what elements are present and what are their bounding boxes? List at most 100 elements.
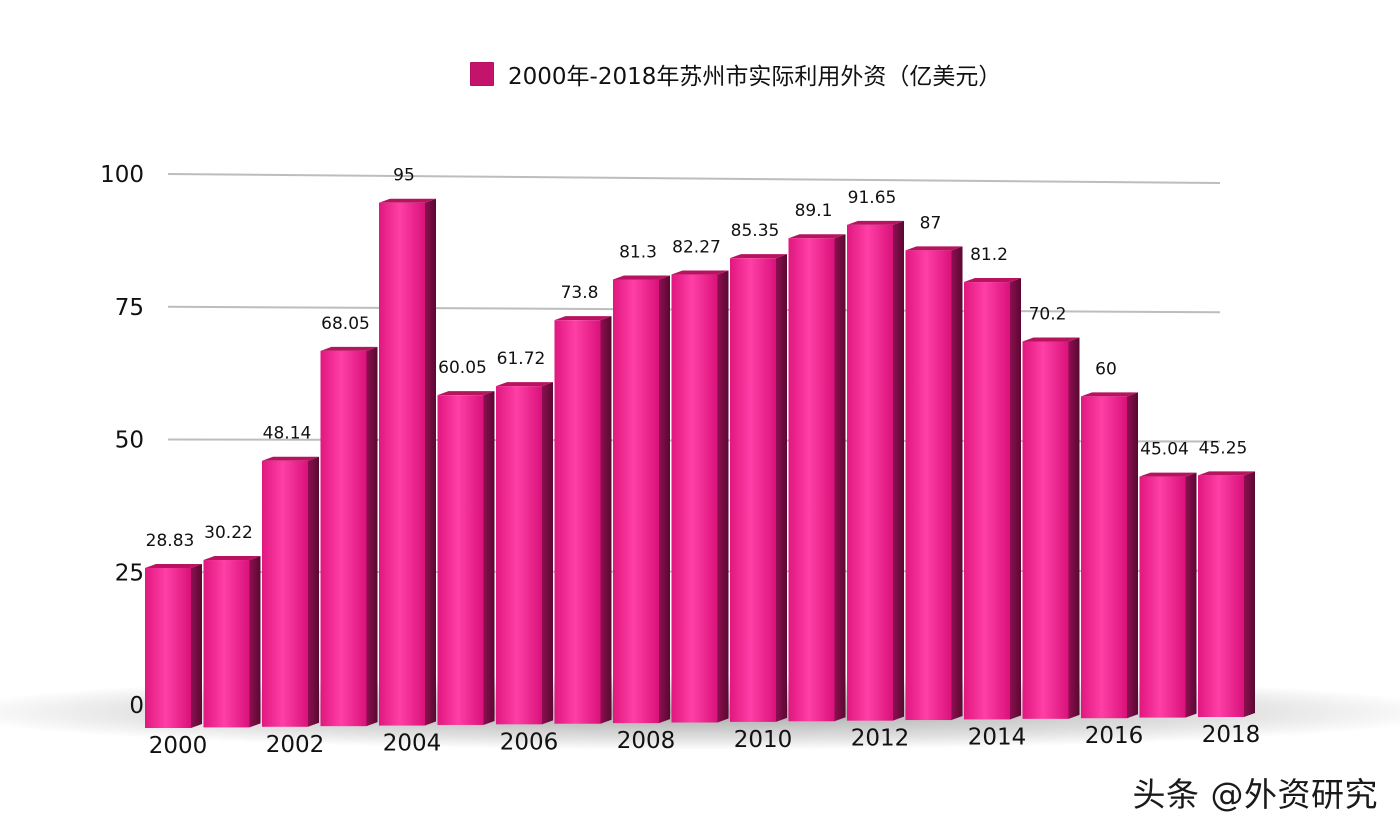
bar-side xyxy=(893,220,904,721)
bar-2002 xyxy=(262,456,319,727)
watermark: 头条 @外资研究 xyxy=(1132,775,1378,814)
x-tick-label: 2008 xyxy=(617,728,676,754)
bar-side xyxy=(1068,337,1080,719)
bar-2008 xyxy=(613,275,670,724)
data-label: 60.05 xyxy=(438,358,487,378)
x-tick-label: 2006 xyxy=(500,729,559,755)
bar-2009 xyxy=(671,270,729,723)
bar-2005 xyxy=(437,391,495,725)
data-label: 28.83 xyxy=(146,531,195,551)
bar-side xyxy=(308,456,319,727)
data-label: 95 xyxy=(393,166,415,186)
bar-2011 xyxy=(788,234,846,722)
bar-2006 xyxy=(496,382,553,725)
bar-top xyxy=(788,234,846,239)
bar-front xyxy=(145,567,191,728)
bar-front xyxy=(905,250,952,721)
bar-front xyxy=(437,395,484,725)
bar-2017 xyxy=(1139,472,1197,718)
bar-2007 xyxy=(554,316,612,724)
bar-front xyxy=(554,320,601,724)
y-tick-label: 50 xyxy=(115,428,144,454)
bar-top xyxy=(554,316,612,321)
y-axis-ticks: 0 25 50 75 100 xyxy=(100,162,144,719)
bar-front xyxy=(671,274,718,723)
bar-side xyxy=(776,254,787,722)
y-tick-label: 25 xyxy=(115,560,144,586)
data-labels: 28.83 30.22 48.14 68.05 95 60.05 61.72 73.8 81.3… xyxy=(146,166,1248,551)
x-axis-ticks: 2000 2002 2004 2006 2008 2010 2012 2014 2016 2018 xyxy=(149,722,1261,759)
bar-side xyxy=(542,382,553,725)
data-label: 81.2 xyxy=(970,245,1008,265)
bar-side xyxy=(600,316,612,724)
x-tick-label: 2018 xyxy=(1202,722,1261,748)
bar-2016 xyxy=(1081,392,1138,719)
data-label: 89.1 xyxy=(795,201,833,221)
bar-side xyxy=(1010,278,1021,720)
bar-2004 xyxy=(379,198,436,726)
bar-front xyxy=(1081,396,1127,719)
data-label: 91.65 xyxy=(848,188,897,208)
data-label: 81.3 xyxy=(619,242,657,262)
bar-side xyxy=(483,391,495,725)
legend: 2000年-2018年苏州市实际利用外资（亿美元） xyxy=(470,57,1001,91)
bar-2001 xyxy=(203,556,261,728)
bar-front xyxy=(964,282,1010,720)
data-label: 85.35 xyxy=(731,221,780,241)
bar-front xyxy=(320,350,367,727)
data-label: 61.72 xyxy=(497,349,546,369)
legend-label: 2000年-2018年苏州市实际利用外资（亿美元） xyxy=(508,64,1002,90)
bar-side xyxy=(659,275,670,724)
bar-front xyxy=(203,560,250,728)
bar-side xyxy=(1185,472,1197,718)
bar-top xyxy=(964,278,1021,283)
bar-side xyxy=(951,246,963,721)
x-tick-label: 2014 xyxy=(968,724,1027,750)
x-tick-label: 2016 xyxy=(1085,723,1144,749)
bar-top xyxy=(320,346,378,351)
x-tick-label: 2002 xyxy=(266,732,325,758)
bar-2000 xyxy=(145,563,202,728)
data-label: 45.25 xyxy=(1199,438,1248,458)
data-label: 73.8 xyxy=(561,283,599,303)
bar-top xyxy=(496,382,553,387)
x-tick-label: 2000 xyxy=(149,733,208,759)
bar-front xyxy=(613,279,659,724)
bars xyxy=(145,198,1255,728)
bar-top xyxy=(262,456,319,461)
y-tick-label: 75 xyxy=(115,295,144,321)
bar-side xyxy=(1127,392,1138,719)
bar-2013 xyxy=(905,246,963,721)
x-tick-label: 2004 xyxy=(383,731,442,757)
bar-top xyxy=(203,556,261,561)
bar-2010 xyxy=(730,254,787,722)
data-label: 60 xyxy=(1095,359,1117,379)
bar-side xyxy=(249,556,261,728)
bar-top xyxy=(905,246,963,251)
x-tick-label: 2010 xyxy=(734,727,793,753)
bar-top xyxy=(730,254,787,259)
bar-top xyxy=(613,275,670,280)
bar-side xyxy=(834,234,846,722)
bar-side xyxy=(425,198,436,726)
bar-front xyxy=(262,460,308,727)
data-label: 68.05 xyxy=(321,314,370,334)
bar-side xyxy=(717,270,729,723)
bar-front xyxy=(496,386,542,725)
bar-top xyxy=(1139,472,1197,477)
bar-front xyxy=(788,238,835,722)
data-label: 48.14 xyxy=(263,424,312,444)
bar-2015 xyxy=(1022,337,1080,719)
gridline-100 xyxy=(167,173,1221,184)
data-label: 70.2 xyxy=(1029,305,1067,325)
bar-top xyxy=(145,563,202,568)
bar-top xyxy=(1022,337,1080,342)
bar-front xyxy=(379,202,425,726)
bar-front xyxy=(730,258,776,722)
bar-side xyxy=(1244,471,1255,717)
bar-top xyxy=(847,220,904,225)
bar-2014 xyxy=(964,278,1021,720)
bar-front xyxy=(847,224,893,721)
data-label: 30.22 xyxy=(204,523,253,543)
